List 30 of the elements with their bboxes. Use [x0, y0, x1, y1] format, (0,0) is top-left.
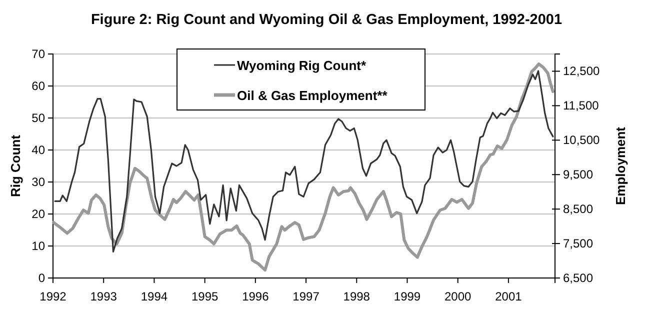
y-tick-label: 30 — [32, 174, 46, 189]
y-tick-label: 60 — [32, 78, 46, 93]
y2-tick-label: 11,500 — [563, 98, 600, 113]
legend-label: Oil & Gas Employment** — [237, 88, 388, 103]
y-axis-title: Rig Count — [8, 134, 23, 198]
x-tick-label: 1994 — [140, 289, 168, 304]
y2-tick-label: 6,500 — [563, 270, 594, 285]
y2-tick-label: 12,500 — [563, 64, 600, 78]
y2-tick-label: 8,500 — [563, 202, 594, 216]
y2-tick-label: 7,500 — [563, 236, 594, 250]
y-tick-label: 40 — [32, 142, 46, 157]
y-tick-label: 10 — [32, 238, 46, 253]
x-tick-label: 1995 — [191, 289, 218, 304]
x-tick-label: 1992 — [40, 289, 67, 304]
x-tick-label: 1997 — [292, 289, 320, 304]
x-tick-label: 1999 — [394, 289, 421, 304]
x-tick-label: 2001 — [495, 289, 522, 304]
y2-axis-title: Employment — [613, 126, 628, 206]
y-tick-label: 50 — [32, 110, 46, 125]
y-tick-label: 70 — [32, 46, 46, 61]
y2-tick-label: 10,500 — [563, 132, 600, 147]
x-tick-label: 1998 — [343, 289, 370, 304]
x-tick-label: 2000 — [444, 289, 472, 304]
y2-tick-label: 9,500 — [563, 167, 594, 182]
chart-title: Figure 2: Rig Count and Wyoming Oil & Gas Employment, 1992-2001 — [90, 12, 562, 28]
y-tick-label: 0 — [38, 270, 46, 285]
y-tick-label: 20 — [32, 206, 46, 221]
x-tick-label: 1993 — [90, 289, 118, 304]
x-tick-label: 1996 — [242, 289, 270, 304]
legend-label: Wyoming Rig Count* — [237, 58, 367, 73]
